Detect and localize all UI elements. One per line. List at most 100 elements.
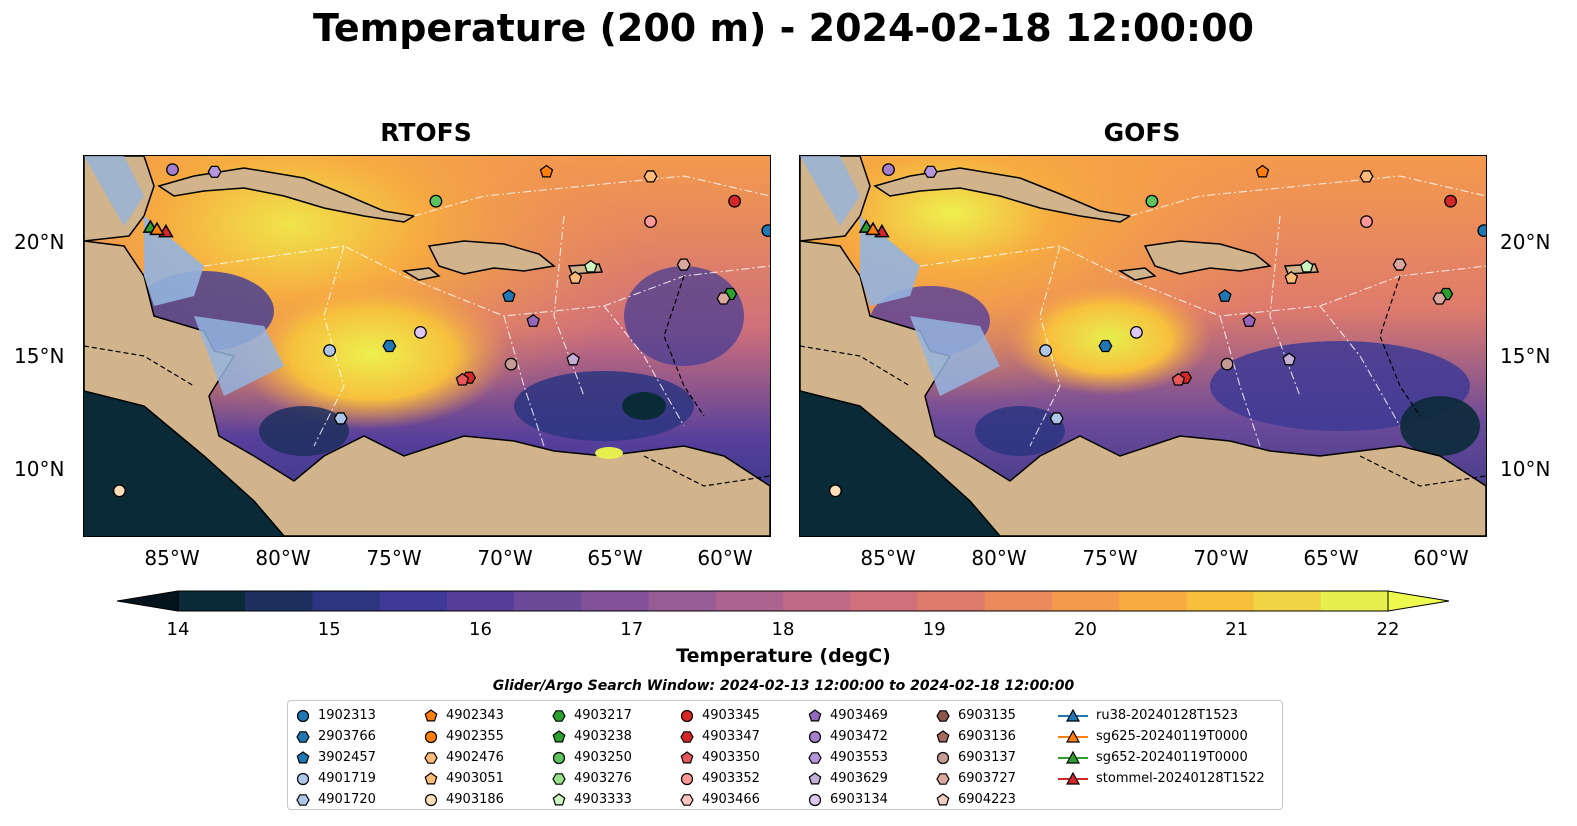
map-marker[interactable] [1039,344,1053,357]
map-marker[interactable] [1242,314,1256,327]
legend-item: 4903352 [680,768,760,789]
map-marker[interactable] [504,357,518,371]
lon-label-85w-right: 85°W [860,546,916,570]
map-marker[interactable] [1049,412,1064,425]
legend-marker [1058,750,1088,764]
map-marker[interactable] [502,289,516,302]
map-marker[interactable] [923,165,938,178]
map-marker[interactable] [728,194,742,208]
map-marker[interactable] [584,259,598,273]
map-marker[interactable] [1220,357,1234,371]
lat-label-20n-right: 20°N [1500,230,1551,254]
colorbar-segment [1320,591,1389,611]
map-marker[interactable] [207,165,222,178]
map-marker[interactable] [455,372,470,386]
legend-item: sg625-20240119T0000 [1058,726,1265,747]
colorbar-tick-label: 15 [317,619,341,640]
lat-label-15n-left: 15°N [14,344,65,368]
map-marker[interactable] [566,352,580,366]
legend-item: 6903137 [936,747,1016,768]
map-marker[interactable] [643,170,658,183]
map-marker[interactable] [644,215,657,229]
map-marker[interactable] [1282,352,1296,366]
legend-marker [680,730,694,743]
legend-item: 4903186 [424,789,504,810]
map-marker[interactable] [568,271,583,284]
map-marker[interactable] [865,221,881,236]
map-marker[interactable] [333,412,348,425]
lon-label-60w-left: 60°W [697,546,753,570]
legend-label: 4902355 [446,729,504,744]
legend-label: 6903727 [958,771,1016,786]
map-marker[interactable] [1255,164,1270,178]
lat-label-20n-left: 20°N [14,230,65,254]
legend-marker [1058,771,1088,785]
legend-item: 2903766 [296,726,376,747]
map-marker[interactable] [429,194,443,208]
map-marker[interactable] [1284,271,1299,284]
legend-label: ru38-20240128T1523 [1096,708,1239,723]
colorbar-segment [1119,591,1187,611]
legend-marker [296,709,310,722]
map-marker[interactable] [112,484,126,498]
legend-label: stommel-20240128T1522 [1096,771,1265,786]
lon-label-75w-left: 75°W [366,546,422,570]
rtofs-map[interactable] [83,155,771,537]
map-marker[interactable] [1360,215,1373,229]
legend-label: 4903347 [702,729,760,744]
legend-item: 4902355 [424,726,504,747]
legend-marker [808,730,822,743]
colorbar-segment [446,591,515,611]
map-marker[interactable] [1218,289,1232,302]
legend-marker [808,793,822,806]
map-marker[interactable] [1444,194,1458,208]
colorbar-segment [850,591,918,611]
legend-item: 4902476 [424,747,504,768]
map-marker[interactable] [716,292,731,305]
legend-label: 4903250 [574,750,632,765]
colorbar-segment [514,591,582,611]
map-marker[interactable] [1477,224,1486,238]
legend: 1902313 2903766 3902457 4901719 4901720 49023… [287,700,1283,810]
map-marker[interactable] [149,221,165,236]
search-window-caption: Glider/Argo Search Window: 2024-02-13 12… [492,678,1075,694]
map-marker[interactable] [1392,258,1407,271]
map-marker[interactable] [1359,170,1374,183]
map-marker[interactable] [828,484,842,498]
colorbar-segment [178,591,246,611]
legend-label: 4903333 [574,792,632,807]
map-marker[interactable] [1300,259,1314,273]
legend-item: 4903629 [808,768,888,789]
map-marker[interactable] [526,314,540,327]
colorbar-segment [648,591,717,611]
lon-label-80w-left: 80°W [255,546,311,570]
map-marker[interactable] [323,344,337,357]
legend-marker [552,792,566,805]
map-marker[interactable] [1145,194,1159,208]
legend-item: 4903466 [680,789,760,810]
legend-item: 4901719 [296,768,376,789]
map-marker[interactable] [166,163,179,177]
map-marker[interactable] [882,163,895,177]
map-marker[interactable] [413,325,427,339]
gofs-map[interactable] [799,155,1487,537]
legend-marker [424,751,438,764]
map-marker[interactable] [382,339,397,353]
map-marker[interactable] [1129,325,1143,339]
legend-label: 4903051 [446,771,504,786]
legend-label: 6903135 [958,708,1016,723]
map-marker[interactable] [1098,339,1113,353]
colorbar-segment [715,591,784,611]
map-marker[interactable] [676,258,691,271]
colorbar-segment [1186,591,1255,611]
map-marker[interactable] [1432,292,1447,305]
rtofs-map-canvas [84,156,770,536]
legend-label: 4903186 [446,792,504,807]
legend-label: 6904223 [958,792,1016,807]
map-marker[interactable] [1171,372,1186,386]
map-marker[interactable] [539,164,554,178]
legend-marker [552,751,566,764]
map-marker[interactable] [761,224,770,238]
legend-label: 4903276 [574,771,632,786]
legend-item: 6903134 [808,789,888,810]
